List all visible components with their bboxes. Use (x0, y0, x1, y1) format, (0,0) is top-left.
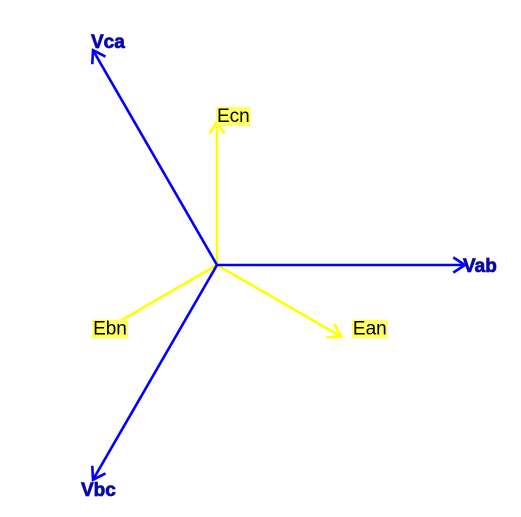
vca-arrowhead (90, 48, 107, 65)
ecn-label-group: Ecn (216, 106, 251, 127)
vbc-phasor-shaft (91, 264, 219, 481)
ean-phasor (216, 263, 343, 339)
vab-phasor (217, 256, 468, 274)
vab-label-group: Vab (463, 256, 498, 278)
vca-phasor (90, 48, 219, 266)
vab-label: Vab (463, 256, 497, 277)
ebn-label-group: Ebn (92, 319, 128, 340)
ecn-label-background (216, 106, 251, 126)
ean-label: Ean (353, 319, 387, 340)
vbc-arrowhead (90, 465, 107, 482)
ean-phasor-shaft (216, 263, 342, 338)
line-voltage-layer (90, 48, 468, 482)
ecn-label: Ecn (217, 106, 250, 127)
phasor-labels-layer: Ecn Ean Ebn Vab Vbc Vca (81, 32, 498, 501)
vbc-label: Vbc (81, 480, 116, 501)
ean-label-group: Ean (351, 319, 388, 340)
ean-arrowhead (326, 323, 343, 339)
ean-label-background (351, 319, 388, 339)
vbc-phasor (90, 264, 219, 482)
ebn-label-background (92, 319, 128, 339)
vca-label-group: Vca (91, 32, 126, 54)
vbc-label-group: Vbc (81, 479, 117, 501)
vab-arrowhead (452, 256, 468, 274)
ebn-label: Ebn (93, 319, 127, 340)
vca-label: Vca (91, 32, 125, 53)
vca-phasor-shaft (91, 49, 219, 266)
